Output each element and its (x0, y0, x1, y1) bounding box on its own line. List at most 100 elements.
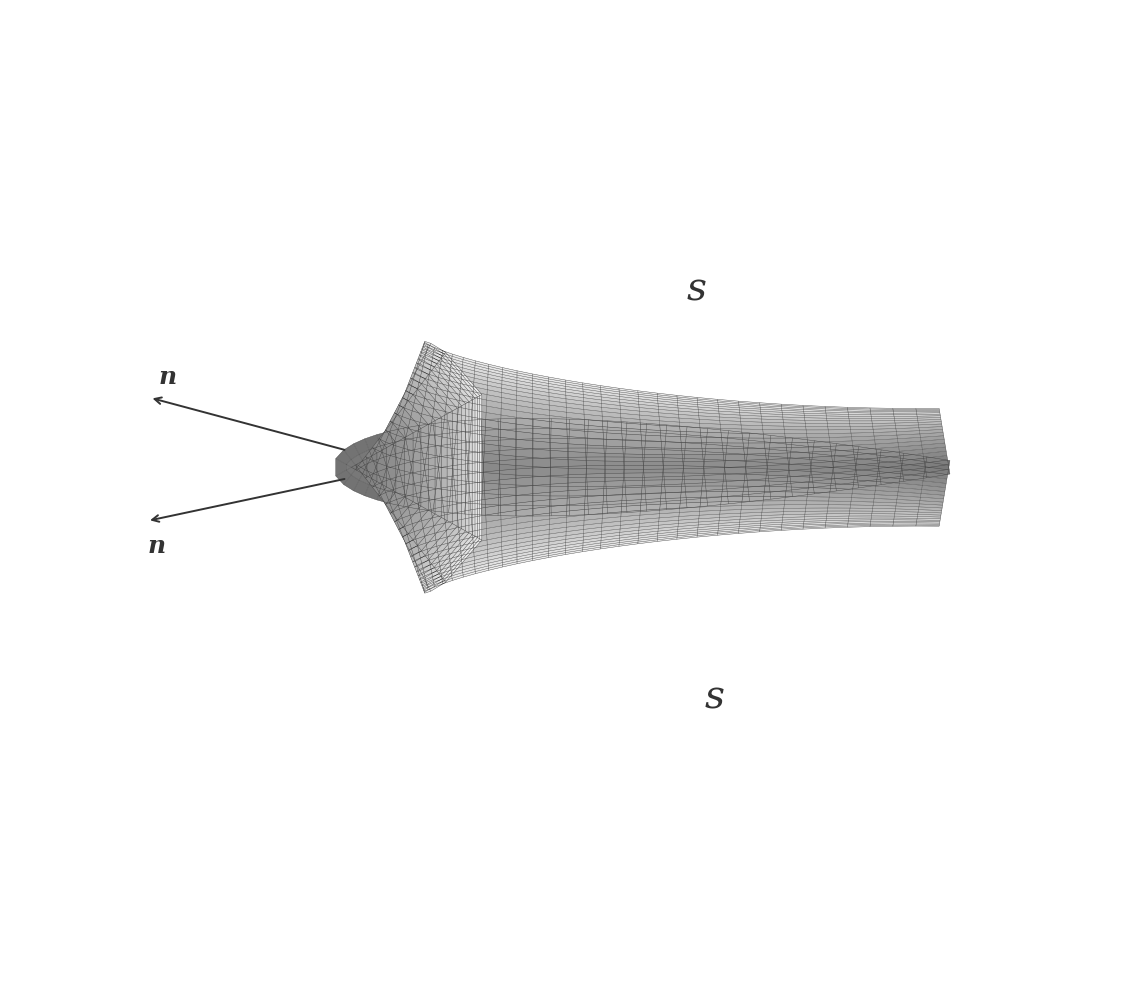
Polygon shape (403, 535, 409, 543)
Polygon shape (601, 389, 620, 394)
Polygon shape (408, 378, 413, 385)
Polygon shape (379, 431, 396, 447)
Polygon shape (499, 439, 516, 450)
Polygon shape (533, 426, 550, 435)
Polygon shape (677, 534, 698, 538)
Polygon shape (719, 516, 741, 521)
Polygon shape (438, 548, 449, 557)
Polygon shape (785, 496, 808, 501)
Polygon shape (566, 380, 582, 385)
Polygon shape (482, 493, 499, 505)
Polygon shape (640, 504, 661, 510)
Polygon shape (415, 555, 429, 566)
Polygon shape (432, 358, 441, 365)
Polygon shape (439, 456, 454, 469)
Polygon shape (700, 423, 720, 429)
Polygon shape (621, 418, 640, 424)
Polygon shape (533, 376, 549, 381)
Polygon shape (601, 541, 620, 545)
Polygon shape (677, 403, 698, 407)
Polygon shape (516, 419, 533, 429)
Polygon shape (398, 501, 421, 527)
Polygon shape (830, 445, 853, 451)
Polygon shape (454, 448, 469, 461)
Polygon shape (684, 476, 706, 484)
Polygon shape (683, 468, 705, 476)
Polygon shape (679, 519, 699, 524)
Polygon shape (662, 441, 682, 448)
Polygon shape (400, 448, 414, 462)
Polygon shape (605, 461, 624, 469)
Polygon shape (448, 386, 460, 394)
Polygon shape (835, 449, 857, 458)
Polygon shape (680, 422, 700, 428)
Polygon shape (458, 525, 473, 534)
Polygon shape (700, 501, 722, 507)
Polygon shape (874, 436, 897, 439)
Polygon shape (441, 573, 451, 579)
Polygon shape (533, 553, 549, 558)
Polygon shape (533, 393, 549, 400)
Polygon shape (810, 456, 832, 463)
Polygon shape (452, 575, 464, 581)
Polygon shape (567, 430, 585, 438)
Polygon shape (500, 495, 517, 505)
Polygon shape (351, 466, 364, 480)
Polygon shape (639, 401, 658, 406)
Polygon shape (413, 550, 425, 561)
Polygon shape (783, 519, 804, 522)
Polygon shape (607, 503, 627, 514)
Polygon shape (725, 473, 748, 482)
Polygon shape (475, 560, 489, 567)
Polygon shape (489, 364, 502, 370)
Polygon shape (439, 535, 475, 576)
Polygon shape (449, 551, 461, 558)
Polygon shape (646, 432, 666, 441)
Polygon shape (872, 514, 895, 516)
Polygon shape (893, 516, 917, 518)
Polygon shape (422, 521, 452, 555)
Polygon shape (549, 389, 566, 395)
Polygon shape (805, 511, 828, 514)
Polygon shape (855, 458, 878, 465)
Polygon shape (831, 450, 854, 456)
Polygon shape (664, 458, 684, 466)
Polygon shape (481, 504, 499, 516)
Polygon shape (899, 484, 922, 490)
Polygon shape (851, 505, 873, 508)
Polygon shape (502, 370, 517, 375)
Polygon shape (411, 512, 422, 524)
Polygon shape (394, 487, 406, 499)
Polygon shape (719, 411, 740, 415)
Polygon shape (566, 387, 584, 391)
Polygon shape (722, 486, 744, 491)
Polygon shape (586, 474, 605, 482)
Polygon shape (767, 463, 789, 470)
Polygon shape (431, 362, 441, 369)
Polygon shape (698, 407, 719, 411)
Polygon shape (336, 458, 346, 476)
Polygon shape (601, 391, 620, 396)
Polygon shape (662, 480, 682, 487)
Polygon shape (373, 463, 387, 478)
Polygon shape (582, 545, 601, 550)
Polygon shape (475, 568, 489, 574)
Polygon shape (437, 533, 472, 574)
Polygon shape (761, 411, 783, 415)
Polygon shape (806, 501, 829, 504)
Polygon shape (782, 407, 803, 409)
Polygon shape (916, 411, 940, 413)
Polygon shape (916, 525, 939, 526)
Polygon shape (700, 496, 722, 502)
Polygon shape (517, 411, 533, 420)
Polygon shape (550, 517, 567, 525)
Polygon shape (785, 434, 808, 439)
Polygon shape (386, 433, 397, 445)
Polygon shape (718, 531, 739, 534)
Polygon shape (447, 411, 452, 524)
Polygon shape (659, 512, 680, 518)
Polygon shape (516, 458, 533, 469)
Polygon shape (517, 395, 533, 402)
Polygon shape (473, 397, 486, 406)
Polygon shape (421, 348, 428, 353)
